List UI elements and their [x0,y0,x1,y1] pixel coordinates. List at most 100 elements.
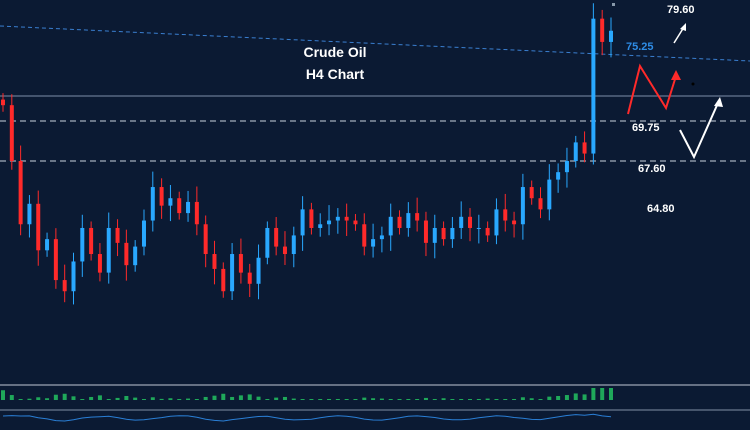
candle-body [432,227,437,243]
candle-body [256,257,261,284]
histogram-bar [256,396,261,400]
candle-body [371,239,376,247]
histogram-bar [362,397,367,400]
candle-body [538,198,543,210]
histogram-bar [556,396,561,400]
candle-body [212,254,217,269]
histogram-bar [468,399,473,400]
candle-body [450,227,455,240]
bullish-projection-arrowhead [714,97,723,107]
level-label-75-25: 75.25 [626,41,654,53]
target-arrowhead [680,23,686,31]
histogram-bar [300,399,305,400]
histogram-bar [203,396,208,400]
candle-body [9,105,14,161]
histogram-bar [538,399,543,400]
histogram-bar [177,399,182,400]
histogram-bar [397,399,402,400]
bearish-projection-arrowhead [671,70,681,80]
histogram-bar [309,399,314,400]
candle-body [476,227,481,229]
histogram-bar [485,398,490,400]
candle-body [397,216,402,228]
histogram-bar [9,395,14,400]
histogram-bar [512,399,517,400]
candle-body [168,198,173,206]
candle-body [494,209,499,236]
level-label-79-60: 79.60 [667,4,695,16]
candle-body [423,220,428,243]
candle-body [512,220,517,225]
histogram-bar [327,399,332,400]
histogram-bar [133,397,138,400]
level-label-64-80: 64.80 [647,203,675,215]
histogram-bar [379,398,384,400]
histogram-bar [476,399,481,400]
candle-body [485,227,490,236]
histogram-bar [609,388,613,400]
histogram-bar [371,398,376,400]
candle-body [274,227,279,247]
histogram-bar [124,396,129,400]
histogram-bar [415,399,420,400]
candles [1,3,613,305]
candle-body [327,220,332,225]
histogram-bar [194,399,199,400]
candle-body [344,216,349,221]
candle-body [441,227,446,240]
histogram-bar [282,396,287,400]
candle-body [415,213,420,221]
histogram-bar [344,399,349,400]
histogram-bar [36,397,41,400]
candle-body [609,30,613,42]
histogram-bar [221,393,226,400]
candle-body [80,227,85,262]
candle-body [159,187,164,206]
histogram-bar [18,399,23,400]
candle-body [379,235,384,240]
candle-body [318,224,323,228]
candle-body [459,216,464,228]
candle-body [1,99,5,106]
histogram-bar [353,399,358,400]
candle-body [203,224,208,255]
histogram-bar [274,397,279,400]
candle-body [124,242,129,266]
histogram-bar [494,399,499,400]
histogram-bar [150,397,155,400]
candle-body [36,203,41,251]
bullish-projection [679,102,719,160]
histogram-bar [238,395,243,400]
histogram-bar [141,399,146,400]
histogram-bar [432,399,437,400]
histogram-bar [520,397,525,400]
histogram-bar [71,396,76,400]
histogram-bar [1,390,5,400]
bearish-projection [627,63,677,115]
candle-body [194,201,199,225]
histogram-bar [591,388,596,400]
indicator-histogram [1,388,613,400]
histogram-bar [318,399,323,400]
candle-body [573,142,578,161]
histogram-bar [529,398,534,400]
candle-body [115,227,120,243]
candle-body [18,161,23,225]
histogram-bar [53,394,58,400]
reference-dot [691,82,695,86]
candle-body [71,261,76,292]
candle-body [406,213,411,228]
histogram-bar [115,397,120,400]
histogram-bar [291,398,296,400]
histogram-bar [212,395,217,400]
candle-body [97,254,102,273]
level-label-67-60: 67.60 [638,163,666,175]
candle-body [230,254,235,292]
candle-body [221,268,226,292]
candle-body [335,216,340,221]
histogram-bar [335,399,340,400]
candle-body [309,209,314,228]
candle-body [556,172,561,180]
histogram-bar [62,393,67,400]
